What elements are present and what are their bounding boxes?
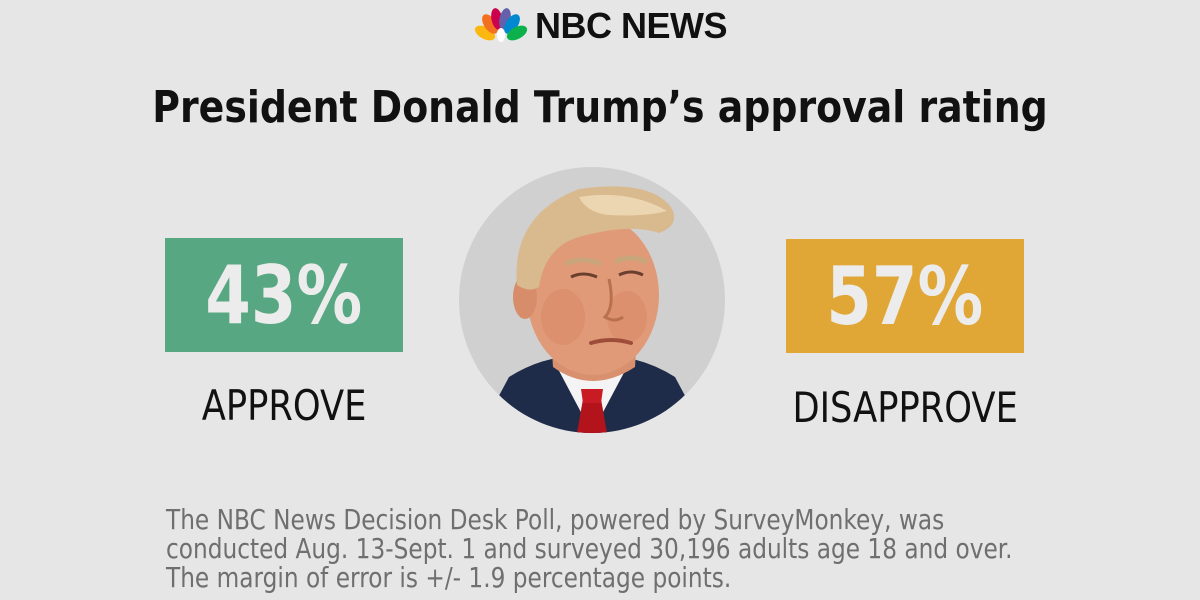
- disapprove-label: DISAPPROVE: [792, 383, 1018, 432]
- approve-label-container: APPROVE: [134, 381, 434, 431]
- disapprove-percentage: 57%: [826, 249, 984, 343]
- poll-footnote: The NBC News Decision Desk Poll, powered…: [166, 505, 1079, 592]
- footnote-line: The NBC News Decision Desk Poll, powered…: [166, 503, 945, 536]
- page-title: President Donald Trump’s approval rating: [152, 82, 1048, 133]
- footnote-line: conducted Aug. 13-Sept. 1 and surveyed 3…: [166, 532, 1013, 565]
- approve-percentage-box: 43%: [165, 238, 403, 352]
- logo-wordmark: NBC NEWS: [535, 5, 728, 46]
- approve-label: APPROVE: [201, 381, 367, 430]
- disapprove-label-container: DISAPPROVE: [755, 383, 1055, 433]
- disapprove-percentage-box: 57%: [786, 239, 1024, 353]
- portrait-photo: [459, 167, 725, 433]
- nbc-peacock-icon: [474, 8, 528, 42]
- nbc-news-logo: NBC NEWS: [0, 6, 1200, 46]
- approve-percentage: 43%: [205, 248, 363, 342]
- footnote-line: The margin of error is +/- 1.9 percentag…: [166, 561, 732, 594]
- portrait-illustration: [479, 186, 705, 433]
